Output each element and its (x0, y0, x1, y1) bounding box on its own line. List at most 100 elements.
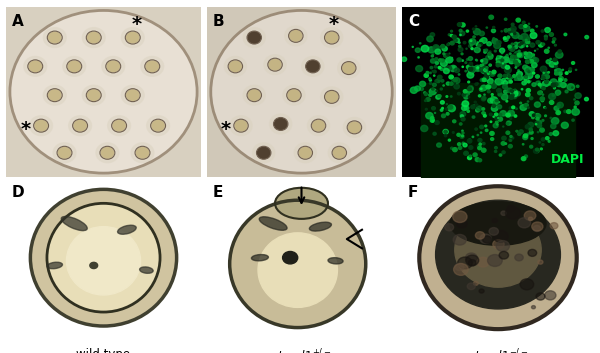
Circle shape (455, 263, 464, 271)
Circle shape (525, 66, 530, 72)
Circle shape (440, 101, 444, 104)
Circle shape (467, 283, 475, 289)
Circle shape (521, 44, 525, 47)
Circle shape (467, 156, 472, 160)
Ellipse shape (118, 225, 136, 234)
Circle shape (529, 131, 533, 134)
Circle shape (511, 43, 514, 45)
Circle shape (482, 96, 486, 100)
Circle shape (505, 65, 509, 69)
Circle shape (484, 69, 487, 71)
Circle shape (504, 38, 506, 40)
Circle shape (452, 35, 457, 39)
Circle shape (538, 83, 541, 86)
Circle shape (524, 56, 528, 59)
Circle shape (508, 75, 511, 78)
Circle shape (435, 121, 439, 125)
Circle shape (524, 25, 527, 27)
Circle shape (442, 46, 448, 51)
Circle shape (479, 143, 481, 145)
Circle shape (449, 65, 457, 72)
Circle shape (510, 89, 514, 92)
Circle shape (536, 41, 540, 44)
Circle shape (283, 251, 298, 264)
Circle shape (545, 28, 550, 32)
Circle shape (450, 41, 454, 45)
Circle shape (446, 113, 449, 115)
Circle shape (475, 232, 485, 239)
Circle shape (496, 60, 503, 66)
Circle shape (465, 70, 467, 72)
Ellipse shape (326, 32, 338, 43)
Circle shape (431, 55, 433, 57)
Circle shape (481, 147, 484, 149)
Circle shape (478, 95, 481, 97)
Circle shape (509, 59, 514, 64)
Circle shape (429, 78, 431, 79)
Circle shape (508, 110, 514, 116)
Circle shape (505, 143, 506, 144)
Circle shape (430, 72, 431, 74)
Circle shape (520, 102, 521, 104)
Circle shape (509, 47, 515, 52)
Circle shape (443, 53, 445, 55)
Circle shape (498, 74, 502, 78)
Circle shape (458, 257, 472, 269)
Circle shape (497, 124, 498, 125)
Circle shape (512, 77, 513, 78)
Circle shape (572, 119, 574, 121)
Circle shape (457, 58, 461, 62)
Circle shape (506, 131, 509, 134)
Circle shape (472, 28, 475, 30)
Circle shape (512, 94, 517, 98)
Circle shape (491, 138, 494, 140)
Text: F: F (408, 185, 418, 200)
Circle shape (511, 23, 514, 26)
Ellipse shape (152, 120, 164, 131)
Ellipse shape (68, 61, 80, 72)
Circle shape (495, 78, 502, 85)
Circle shape (535, 149, 539, 153)
Ellipse shape (24, 56, 47, 76)
Circle shape (519, 130, 523, 133)
Circle shape (572, 87, 573, 88)
Circle shape (542, 76, 545, 79)
Circle shape (486, 55, 491, 60)
Circle shape (445, 108, 448, 110)
Circle shape (448, 34, 451, 36)
Circle shape (489, 228, 499, 235)
Circle shape (484, 115, 486, 117)
Circle shape (480, 65, 482, 66)
Circle shape (506, 122, 509, 125)
Circle shape (517, 71, 523, 77)
Circle shape (523, 144, 524, 145)
Circle shape (430, 79, 431, 81)
Circle shape (469, 71, 473, 75)
Circle shape (428, 47, 435, 53)
Circle shape (443, 85, 444, 86)
Circle shape (487, 78, 493, 84)
Circle shape (562, 122, 568, 128)
Circle shape (498, 118, 499, 119)
Circle shape (520, 104, 527, 110)
Ellipse shape (101, 148, 113, 158)
Circle shape (460, 31, 465, 36)
Ellipse shape (248, 32, 260, 43)
Ellipse shape (313, 120, 325, 131)
Circle shape (484, 76, 490, 81)
Circle shape (537, 124, 542, 128)
Circle shape (481, 67, 488, 74)
Circle shape (501, 142, 505, 145)
Circle shape (505, 31, 506, 32)
Circle shape (550, 117, 551, 119)
Circle shape (542, 120, 544, 121)
Circle shape (401, 57, 407, 61)
Circle shape (510, 57, 514, 60)
Circle shape (478, 144, 481, 148)
Circle shape (446, 96, 448, 97)
Circle shape (535, 121, 539, 125)
Circle shape (432, 71, 433, 72)
Circle shape (493, 38, 494, 39)
Circle shape (523, 25, 530, 31)
Circle shape (433, 83, 436, 86)
